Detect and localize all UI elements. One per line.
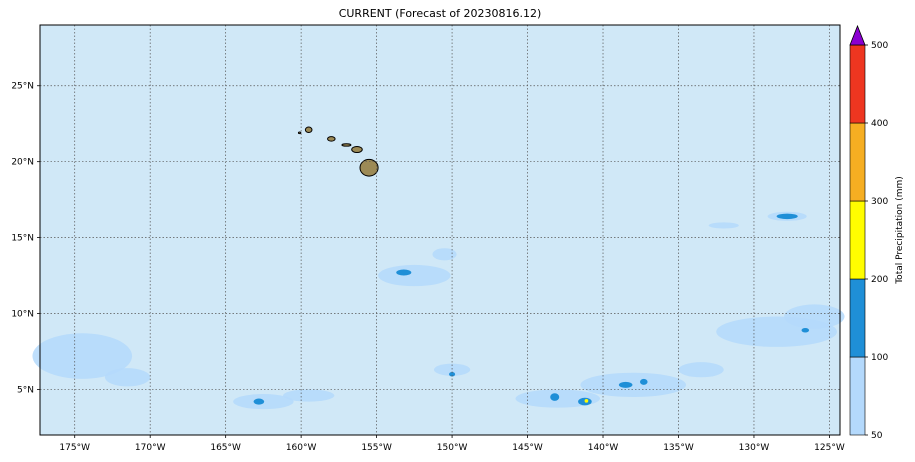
precip-area bbox=[584, 399, 589, 403]
precip-area bbox=[432, 248, 457, 261]
precip-area bbox=[776, 213, 798, 220]
precip-area bbox=[580, 372, 687, 398]
map-area[interactable]: 175°W 170°W 165°W 160°W 155°W 150°W 145°W 140°W… bbox=[11, 24, 845, 453]
y-tick-label: 25°N bbox=[11, 82, 34, 92]
precip-area bbox=[550, 393, 560, 401]
precip-area bbox=[801, 327, 810, 333]
colorbar: 50 100 200 300 400 500 Total Precipitation (mm… bbox=[849, 24, 905, 441]
island-hawaii bbox=[359, 158, 379, 177]
colorbar-tick-label: 200 bbox=[871, 275, 888, 285]
island-oahu bbox=[327, 136, 336, 142]
precip-area bbox=[449, 371, 456, 377]
colorbar-segment bbox=[849, 356, 866, 436]
colorbar-extend-arrow bbox=[849, 24, 866, 46]
map-frame bbox=[39, 24, 841, 436]
y-tick-label: 20°N bbox=[11, 158, 34, 168]
colorbar-segment bbox=[849, 44, 866, 124]
island-molokai bbox=[341, 143, 352, 147]
island-niihau bbox=[297, 131, 302, 135]
x-tick-label: 140°W bbox=[588, 443, 619, 453]
island-kauai bbox=[304, 126, 313, 134]
precip-area bbox=[618, 381, 633, 388]
precip-area bbox=[104, 368, 151, 387]
precip-area bbox=[32, 333, 133, 379]
precip-area bbox=[396, 269, 412, 276]
colorbar-tick-label: 300 bbox=[871, 197, 888, 207]
y-tick-label: 10°N bbox=[11, 310, 34, 320]
x-tick-label: 165°W bbox=[210, 443, 241, 453]
y-tick-label: 5°N bbox=[17, 385, 34, 395]
colorbar-tick-label: 500 bbox=[871, 41, 888, 51]
x-tick-label: 145°W bbox=[512, 443, 543, 453]
x-tick-label: 170°W bbox=[135, 443, 166, 453]
colorbar-segment bbox=[849, 122, 866, 202]
colorbar-tick-label: 400 bbox=[871, 119, 888, 129]
map-title: CURRENT (Forecast of 20230816.12) bbox=[338, 7, 542, 20]
x-tick-label: 130°W bbox=[739, 443, 770, 453]
precip-area bbox=[433, 363, 471, 376]
precip-area bbox=[283, 389, 335, 402]
y-tick-label: 15°N bbox=[11, 234, 34, 244]
precip-area bbox=[378, 264, 451, 287]
colorbar-segment bbox=[849, 200, 866, 280]
colorbar-tick-label: 100 bbox=[871, 353, 888, 363]
x-tick-label: 135°W bbox=[663, 443, 694, 453]
x-tick-label: 175°W bbox=[59, 443, 90, 453]
colorbar-label: Total Precipitation (mm) bbox=[895, 176, 905, 285]
x-tick-label: 125°W bbox=[814, 443, 845, 453]
x-tick-label: 160°W bbox=[286, 443, 317, 453]
colorbar-segment bbox=[849, 278, 866, 358]
precip-area bbox=[678, 362, 724, 378]
precip-area bbox=[708, 222, 739, 229]
x-tick-label: 155°W bbox=[361, 443, 392, 453]
precip-area bbox=[784, 304, 845, 329]
colorbar-tick-label: 50 bbox=[871, 431, 883, 441]
precip-area bbox=[253, 398, 265, 405]
precip-area bbox=[640, 378, 648, 385]
x-tick-label: 150°W bbox=[437, 443, 468, 453]
island-maui bbox=[351, 145, 363, 154]
